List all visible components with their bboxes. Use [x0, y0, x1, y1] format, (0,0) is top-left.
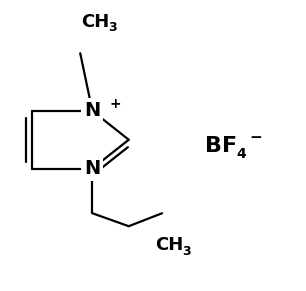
Text: −: − — [249, 130, 262, 145]
Text: N: N — [84, 159, 100, 178]
Text: CH: CH — [155, 236, 184, 254]
Text: N: N — [84, 101, 100, 120]
Text: BF: BF — [204, 136, 237, 155]
Text: CH: CH — [81, 13, 110, 31]
Text: 4: 4 — [237, 147, 246, 161]
Text: 3: 3 — [108, 22, 116, 34]
Text: +: + — [109, 97, 121, 111]
Text: 3: 3 — [182, 245, 191, 258]
